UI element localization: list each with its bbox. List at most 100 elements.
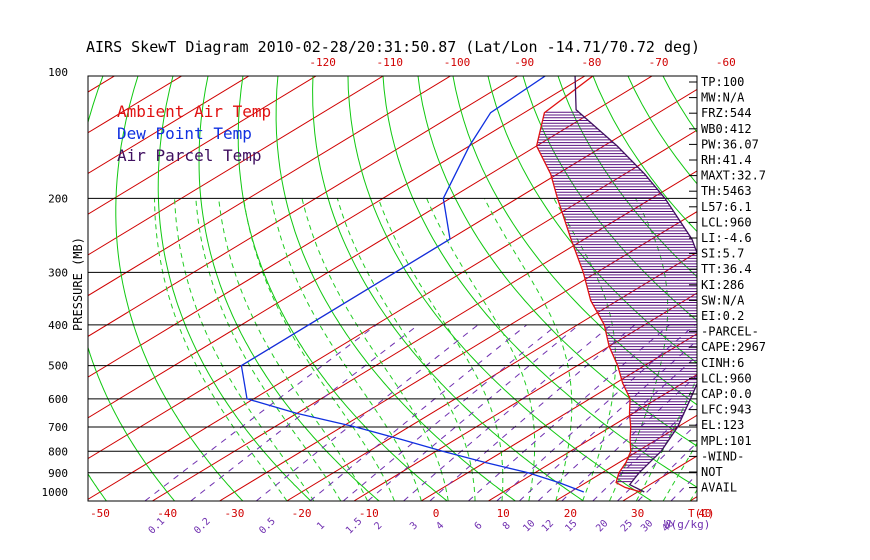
mixing-ratio-label: 1 <box>315 520 327 532</box>
index-value: LFC:943 <box>701 403 752 417</box>
isotherm-line <box>88 129 697 500</box>
moist-adiabat-line <box>218 198 369 501</box>
mixing-ratio-line <box>309 324 528 501</box>
moist-adiabat-line <box>336 198 476 501</box>
dry-adiabat-line <box>821 53 870 501</box>
mixing-ratio-line <box>343 324 558 501</box>
isotherm-line <box>0 53 18 501</box>
moist-adiabat-line <box>270 198 422 501</box>
dry-adiabat-line <box>198 76 380 501</box>
legend-entry: Ambient Air Temp <box>117 102 271 121</box>
top-temp-tick: -70 <box>649 56 669 69</box>
mixing-ratio-line <box>403 324 612 501</box>
index-value: MPL:101 <box>701 434 752 448</box>
dry-adiabat-line <box>157 76 312 501</box>
moist-adiabat-line <box>635 376 697 501</box>
y-axis-label: PRESSURE (MB) <box>71 237 85 331</box>
moist-adiabat-line <box>195 198 342 501</box>
index-value: -PARCEL- <box>701 325 759 339</box>
index-value: SI:5.7 <box>701 247 744 261</box>
mixing-ratio-label: 12 <box>540 518 556 534</box>
grid-lines <box>0 53 870 501</box>
isotherm-line <box>421 333 697 501</box>
index-value: SW:N/A <box>701 293 745 307</box>
isotherm-line <box>88 76 250 175</box>
top-temp-tick: -110 <box>377 56 404 69</box>
index-value: RH:41.4 <box>701 153 752 167</box>
mixing-ratio-line <box>468 324 670 501</box>
dry-adiabat-line <box>382 76 697 488</box>
isotherm-line <box>88 76 519 337</box>
dry-adiabat-line <box>487 76 697 364</box>
index-value: MAXT:32.7 <box>701 169 766 183</box>
mixing-ratio-label: 3 <box>408 520 420 532</box>
dewpoint-temp-line <box>240 76 585 493</box>
index-value: EL:123 <box>701 418 744 432</box>
mixing-ratio-label: 6 <box>473 520 485 532</box>
mixing-ratio-line <box>519 339 697 501</box>
chart-title: AIRS SkewT Diagram 2010-02-28/20:31:50.8… <box>86 38 700 56</box>
isotherm-line <box>757 53 870 501</box>
isotherm-line <box>353 292 697 501</box>
ambient-temp-line <box>535 76 642 493</box>
mixing-ratio-line <box>256 324 479 501</box>
profile-lines <box>240 76 697 493</box>
index-value: KI:286 <box>701 278 744 292</box>
mixing-ratio-label: 0.5 <box>257 516 278 537</box>
dry-adiabat-line <box>115 76 244 501</box>
mixing-ratio-line <box>637 442 697 501</box>
bottom-temp-tick: 0 <box>433 507 440 520</box>
isotherm-line <box>88 76 317 215</box>
index-value: NOT <box>701 465 723 479</box>
y-tick-label: 400 <box>48 319 68 332</box>
isotherm-line <box>286 251 697 501</box>
y-tick-label: 700 <box>48 421 68 434</box>
y-tick-label: 500 <box>48 360 68 373</box>
moist-adiabat-line <box>377 198 504 501</box>
mixing-ratio-label: 4 <box>434 520 446 532</box>
top-temp-tick: -80 <box>581 56 601 69</box>
index-value: PW:36.07 <box>701 137 759 151</box>
legend-entry: Dew Point Temp <box>117 124 252 143</box>
mixing-axis-unit: W(g/kg) <box>664 518 710 531</box>
dry-adiabat-line <box>753 53 870 501</box>
moist-adiabat-line <box>662 442 697 501</box>
dry-adiabat-line <box>0 53 45 501</box>
index-value: CINH:6 <box>701 356 744 370</box>
mixing-ratio-label: 10 <box>521 518 537 534</box>
moist-adiabat-line <box>426 198 536 501</box>
mixing-ratio-line <box>144 324 377 501</box>
index-value: TP:100 <box>701 75 744 89</box>
cape-hatching <box>536 111 697 483</box>
index-value: -WIND- <box>701 449 744 463</box>
index-value: CAP:0.0 <box>701 387 752 401</box>
dry-adiabat-line <box>855 53 870 501</box>
dry-adiabat-line <box>347 76 652 501</box>
mixing-ratio-label: 15 <box>563 518 579 534</box>
dry-adiabat-line <box>662 76 697 134</box>
dry-adiabat-line <box>787 53 870 501</box>
plot-frame <box>87 75 698 502</box>
index-value: EI:0.2 <box>701 309 744 323</box>
moist-adiabat-line <box>174 198 315 501</box>
index-value: AVAIL <box>701 481 737 495</box>
bottom-temp-tick: 40 <box>698 507 711 520</box>
y-tick-label: 1000 <box>42 486 69 499</box>
top-temp-tick: -90 <box>514 56 534 69</box>
index-value: LI:-4.6 <box>701 231 752 245</box>
dry-adiabat-line <box>275 76 516 501</box>
index-value: LCL:960 <box>701 215 752 229</box>
mixing-ratio-line <box>367 324 580 501</box>
parcel-temp-line <box>574 76 697 493</box>
bottom-temp-tick: -50 <box>90 507 110 520</box>
index-value: MW:N/A <box>701 91 745 105</box>
bottom-temp-tick: -40 <box>157 507 177 520</box>
mixing-ratio-label: 8 <box>501 520 513 532</box>
mixing-ratio-line <box>670 473 697 501</box>
bottom-temp-tick: 30 <box>631 507 644 520</box>
y-tick-label: 100 <box>48 66 68 79</box>
bottom-temp-tick: -30 <box>224 507 244 520</box>
dry-adiabat-line <box>452 76 697 406</box>
